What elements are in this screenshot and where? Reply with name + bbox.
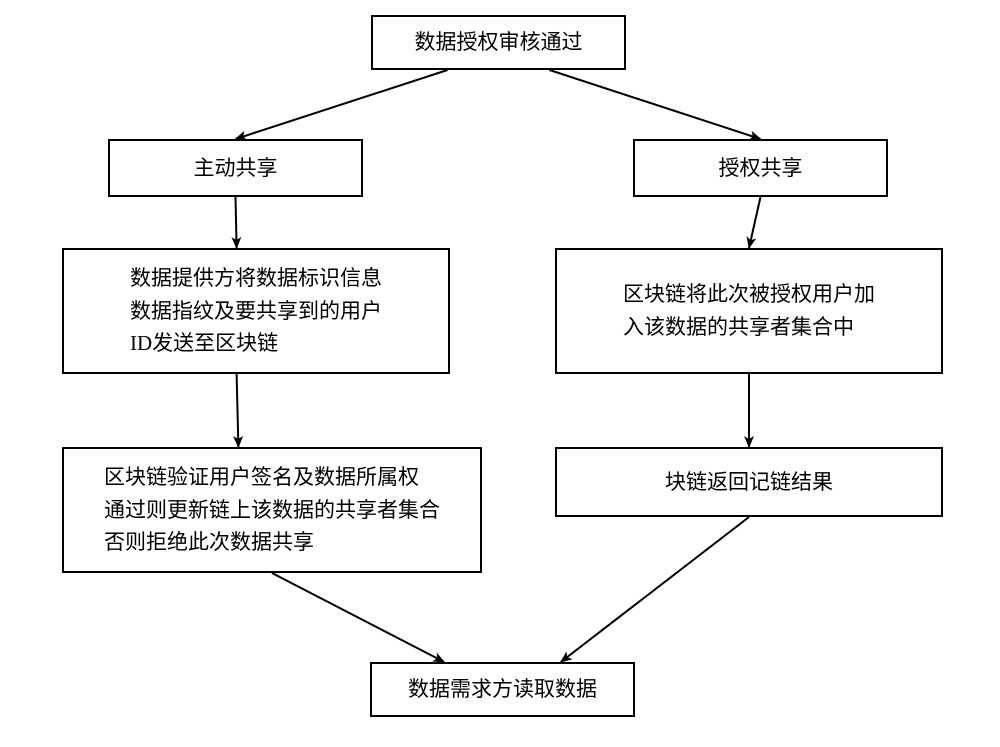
node-text: 授权共享	[719, 152, 803, 185]
node-text: 主动共享	[194, 152, 278, 185]
node-active-share: 主动共享	[108, 139, 363, 197]
node-text: 数据需求方读取数据	[408, 673, 597, 706]
node-auth-approved: 数据授权审核通过	[371, 15, 626, 70]
node-text: 块链返回记链结果	[665, 466, 833, 499]
node-consumer-read: 数据需求方读取数据	[370, 662, 635, 717]
node-text: 区块链将此次被授权用户加 入该数据的共享者集合中	[623, 278, 875, 343]
node-text: 数据授权审核通过	[415, 26, 583, 59]
node-chain-result: 块链返回记链结果	[555, 447, 943, 517]
node-chain-add-user: 区块链将此次被授权用户加 入该数据的共享者集合中	[555, 248, 943, 374]
node-text: 区块链验证用户签名及数据所属权 通过则更新链上该数据的共享者集合 否则拒绝此次数…	[104, 461, 440, 559]
node-chain-verify: 区块链验证用户签名及数据所属权 通过则更新链上该数据的共享者集合 否则拒绝此次数…	[62, 447, 482, 573]
node-authorized-share: 授权共享	[633, 139, 888, 197]
node-text: 数据提供方将数据标识信息 数据指纹及要共享到的用户 ID发送至区块链	[130, 262, 382, 360]
node-provider-send: 数据提供方将数据标识信息 数据指纹及要共享到的用户 ID发送至区块链	[62, 248, 450, 374]
